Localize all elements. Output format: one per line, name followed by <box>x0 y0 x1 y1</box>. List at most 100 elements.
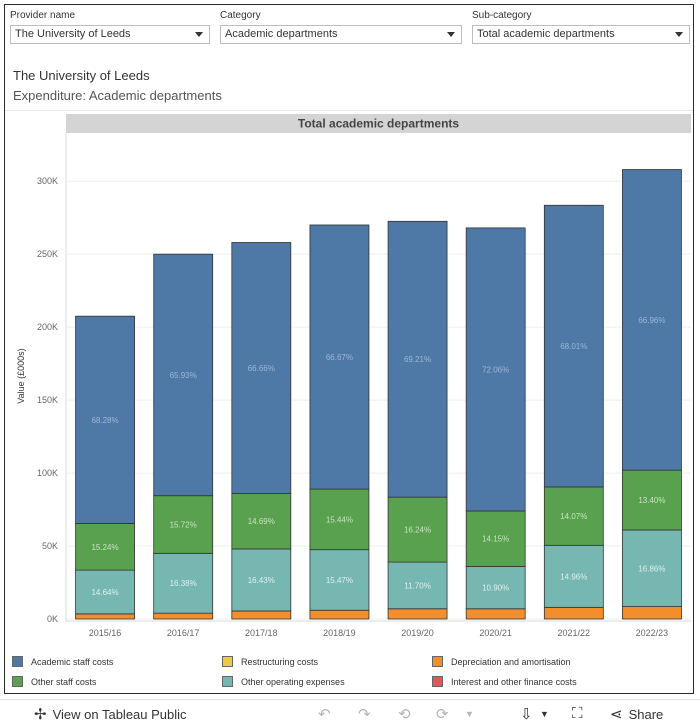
bar-segment <box>622 529 682 607</box>
legend-item[interactable]: Academic staff costs <box>12 656 113 667</box>
share-icon: ⋖ <box>610 706 623 723</box>
y-tick-label: 150K <box>37 395 58 405</box>
divider <box>5 110 693 111</box>
bar-segment <box>622 606 682 620</box>
bar-segment <box>387 220 448 498</box>
y-tick-label: 250K <box>37 249 58 259</box>
tableau-logo-icon: ✢ <box>34 706 47 723</box>
view-on-tableau-button[interactable]: ✢ View on Tableau Public <box>34 705 187 723</box>
bar-data-label: 66.67% <box>326 353 353 362</box>
bar-segment <box>309 224 370 490</box>
bar-data-label: 14.15% <box>482 535 509 544</box>
bar-segment <box>75 315 135 524</box>
download-icon[interactable]: ⇩ <box>520 706 533 723</box>
x-tick-label: 2020/21 <box>479 628 512 638</box>
redo-icon[interactable]: ↷ <box>358 706 371 723</box>
bar-segment <box>387 608 448 620</box>
bar-data-label: 15.72% <box>170 521 197 530</box>
chevron-down-icon <box>675 32 683 37</box>
category-dropdown[interactable]: Academic departments <box>220 25 462 44</box>
view-on-tableau-label: View on Tableau Public <box>52 706 187 722</box>
provider-dropdown[interactable]: The University of Leeds <box>10 25 210 44</box>
bar-segment <box>465 510 526 567</box>
bar-segment <box>153 612 214 620</box>
pause-dropdown-icon[interactable]: ▼ <box>465 709 474 719</box>
bar-data-label: 11.70% <box>404 581 431 590</box>
legend-label: Restructuring costs <box>241 656 319 667</box>
legend-swatch <box>222 676 233 687</box>
bar-segment <box>543 606 604 620</box>
bar-segment <box>465 566 526 610</box>
refresh-icon[interactable]: ⟳ <box>436 706 449 723</box>
chart-subtitle: Expenditure: Academic departments <box>13 88 222 103</box>
bar-data-label: 66.96% <box>638 316 665 325</box>
legend-item[interactable]: Other staff costs <box>12 676 96 687</box>
bar-data-label: 16.86% <box>638 564 665 573</box>
bar-data-label: 14.69% <box>248 517 275 526</box>
bar-segment <box>465 227 526 512</box>
revert-icon[interactable]: ⟲ <box>398 706 411 723</box>
panel-header-bg <box>66 114 691 133</box>
y-tick-label: 300K <box>37 176 58 186</box>
bar-data-label: 68.01% <box>560 342 587 351</box>
bar-data-label: 10.90% <box>482 584 509 593</box>
bar-data-label: 69.21% <box>404 355 431 364</box>
y-tick-label: 200K <box>37 322 58 332</box>
y-tick-label: 0K <box>47 614 58 624</box>
bar-segment <box>153 495 214 554</box>
bar-segment <box>543 544 604 608</box>
legend-item[interactable]: Other operating expenses <box>222 676 345 687</box>
bar-segment <box>75 613 135 620</box>
y-tick-label: 100K <box>37 468 58 478</box>
bar-data-label: 66.66% <box>248 364 275 373</box>
stacked-bar-chart: Total academic departments 0K 50K 100K 150K 2… <box>16 114 691 638</box>
panel-header-label: Total academic departments <box>298 117 459 131</box>
bar-data-label: 13.40% <box>638 496 665 505</box>
legend-item[interactable]: Restructuring costs <box>222 656 318 667</box>
bar-segment <box>543 486 604 546</box>
bar-segment <box>309 609 370 620</box>
subcategory-dropdown[interactable]: Total academic departments <box>472 25 690 44</box>
chevron-down-icon <box>447 32 455 37</box>
provider-filter-label: Provider name <box>10 10 76 21</box>
legend-item[interactable]: Depreciation and amortisation <box>432 656 571 667</box>
y-tick-label: 50K <box>42 541 58 551</box>
bar-data-label: 14.64% <box>91 588 118 597</box>
bar-segment <box>622 469 682 531</box>
subcategory-filter-label: Sub-category <box>472 10 532 21</box>
bar-segment <box>75 569 135 615</box>
bar-data-label: 14.07% <box>560 512 587 521</box>
x-tick-label: 2015/16 <box>89 628 122 638</box>
bar-data-label: 16.24% <box>404 526 431 535</box>
legend-swatch <box>432 656 443 667</box>
bar-segment <box>465 608 526 620</box>
bar-data-label: 16.43% <box>248 576 275 585</box>
download-dropdown-icon[interactable]: ▼ <box>540 709 549 719</box>
subcategory-dropdown-value: Total academic departments <box>477 28 615 40</box>
provider-dropdown-value: The University of Leeds <box>15 28 131 40</box>
legend-label: Interest and other finance costs <box>451 676 577 687</box>
share-label: Share <box>628 706 664 722</box>
bar-data-label: 15.47% <box>326 576 353 585</box>
provider-filter: Provider name The University of Leeds <box>10 10 210 44</box>
bar-data-label: 15.44% <box>326 515 353 524</box>
category-filter-label: Category <box>220 10 261 21</box>
bar-data-label: 15.24% <box>91 543 118 552</box>
share-button[interactable]: ⋖ Share <box>610 705 663 723</box>
bar-segment <box>387 561 448 610</box>
undo-icon[interactable]: ↶ <box>318 706 331 723</box>
x-tick-label: 2019/20 <box>401 628 434 638</box>
bar-segment <box>543 204 604 488</box>
bar-segment <box>309 488 370 551</box>
bar-segment <box>153 253 214 497</box>
legend-item[interactable]: Interest and other finance costs <box>432 676 577 687</box>
bar-segment <box>231 242 292 494</box>
category-filter: Category Academic departments <box>220 10 462 44</box>
legend-label: Depreciation and amortisation <box>451 656 571 667</box>
legend-swatch <box>432 676 443 687</box>
bar-data-label: 65.93% <box>170 371 197 380</box>
chart-title: The University of Leeds <box>13 68 150 83</box>
fullscreen-icon[interactable]: ⛶ <box>572 705 583 722</box>
bar-segment <box>309 549 370 611</box>
tableau-toolbar: ✢ View on Tableau Public ↶ ↷ ⟲ ⟳ ▼ ⇩ ▼ ⛶… <box>0 699 700 728</box>
